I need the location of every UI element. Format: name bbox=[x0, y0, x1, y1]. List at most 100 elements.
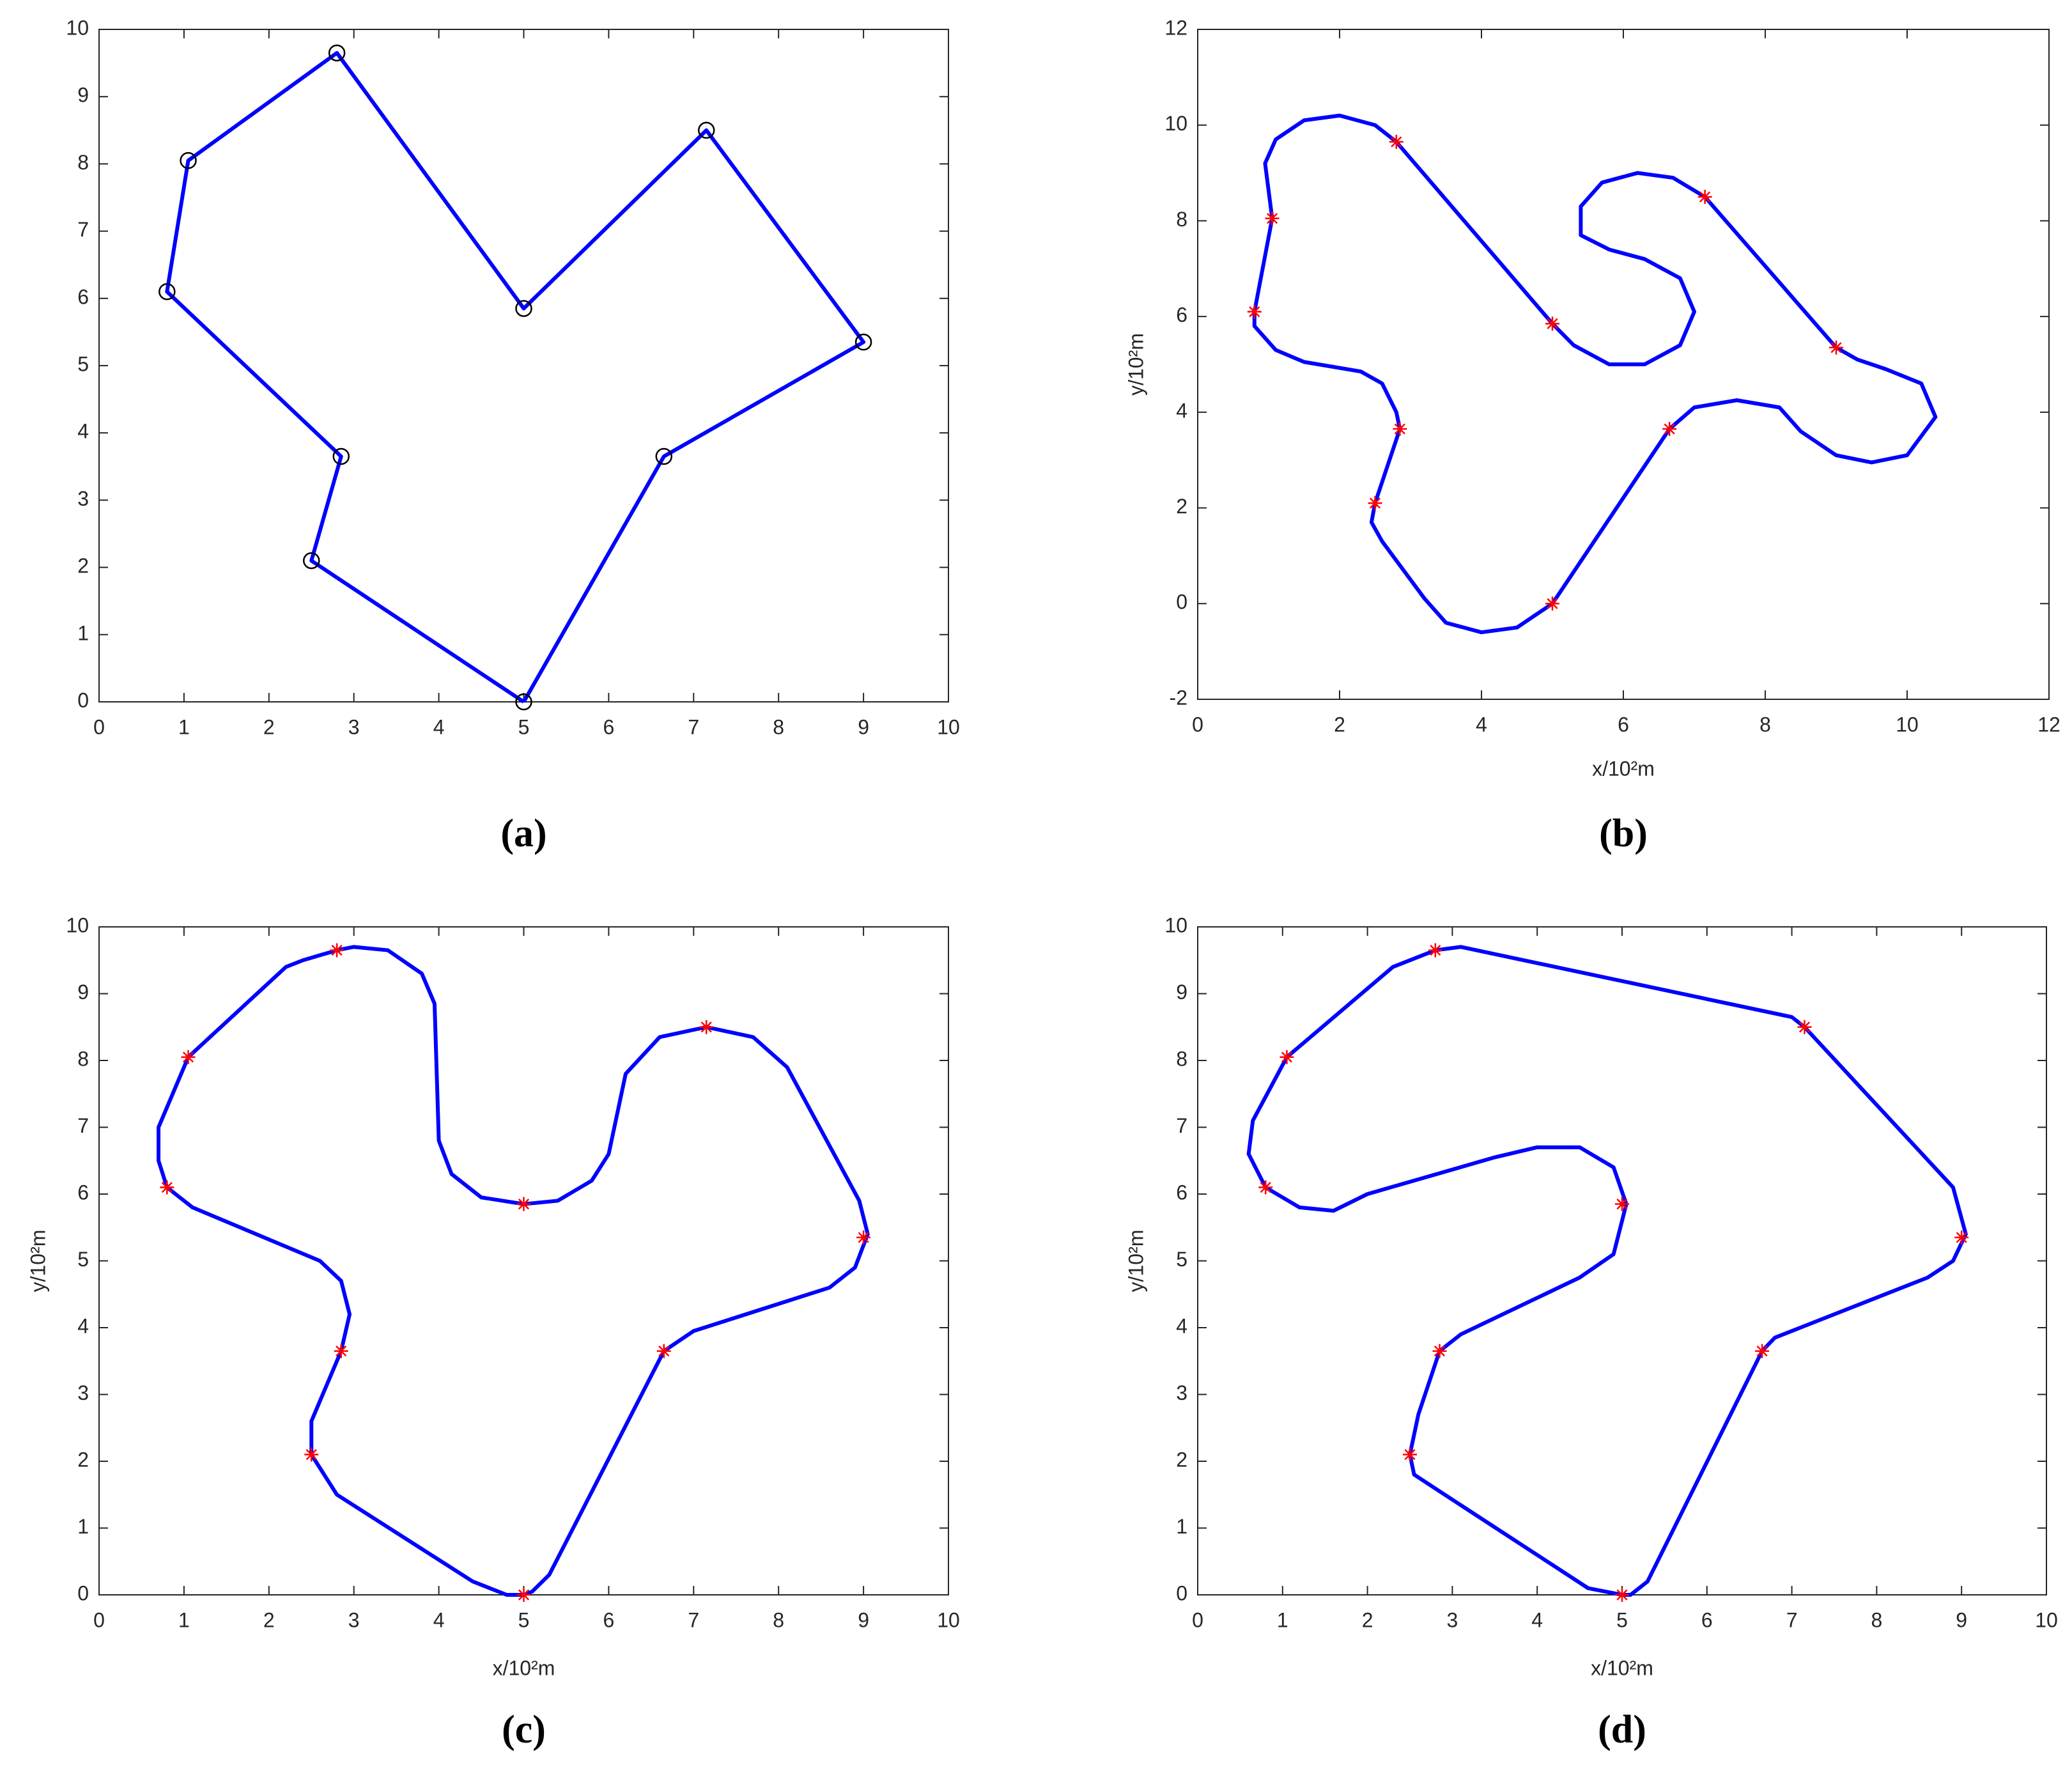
x-tick-label: 0 bbox=[1192, 1608, 1203, 1631]
x-tick-label: 1 bbox=[178, 715, 190, 738]
x-tick-label: 8 bbox=[1759, 713, 1771, 736]
waypoint bbox=[856, 1230, 871, 1245]
waypoint bbox=[1545, 316, 1559, 331]
y-tick-label: 7 bbox=[77, 1114, 89, 1137]
waypoint bbox=[1428, 943, 1442, 958]
x-tick-label: 7 bbox=[1786, 1608, 1798, 1631]
waypoint bbox=[516, 1588, 531, 1602]
y-tick-label: 4 bbox=[1176, 1314, 1187, 1337]
y-axis-label: y/10²m bbox=[26, 1230, 49, 1293]
path-line bbox=[1252, 113, 1938, 635]
y-tick-label: 3 bbox=[1176, 1381, 1187, 1404]
y-tick-label: 4 bbox=[1176, 399, 1187, 422]
waypoint bbox=[1258, 1180, 1273, 1195]
x-tick-label: 7 bbox=[688, 715, 699, 738]
y-tick-label: 8 bbox=[77, 151, 89, 174]
waypoint bbox=[328, 44, 346, 62]
x-tick-label: 1 bbox=[178, 1608, 190, 1631]
waypoint bbox=[1368, 496, 1382, 511]
waypoint bbox=[304, 1447, 319, 1462]
x-tick-label: 4 bbox=[433, 1608, 445, 1631]
x-tick-label: 3 bbox=[348, 715, 360, 738]
y-tick-label: 5 bbox=[1176, 1248, 1187, 1271]
x-tick-label: 10 bbox=[2035, 1608, 2058, 1631]
waypoint bbox=[515, 693, 532, 711]
y-tick-label: 9 bbox=[77, 84, 89, 107]
axes: 0 1 2 3 4 5 6 7 8 9 10 0 1 2 3 4 5 6 7 8 9 10 (a) bbox=[66, 16, 959, 855]
y-tick-label: 8 bbox=[77, 1047, 89, 1070]
y-tick-label: 1 bbox=[1176, 1515, 1187, 1538]
waypoint bbox=[1280, 1050, 1294, 1064]
y-tick-label: 1 bbox=[77, 621, 89, 644]
y-tick-label: 9 bbox=[77, 981, 89, 1004]
waypoint bbox=[1697, 190, 1712, 204]
axes: 0 1 2 3 4 5 6 7 8 9 10 0 1 2 3 4 5 6 7 8 9 10 x/10²m y/10²m (c) bbox=[26, 913, 959, 1751]
y-tick-label: 3 bbox=[77, 1381, 89, 1404]
waypoint bbox=[330, 943, 344, 958]
axes-box bbox=[98, 29, 949, 703]
x-tick-label: 6 bbox=[1618, 713, 1629, 736]
y-tick-label: 3 bbox=[77, 487, 89, 510]
y-tick-label: 1 bbox=[77, 1515, 89, 1538]
x-tick-label: 2 bbox=[263, 1608, 275, 1631]
y-tick-label: 2 bbox=[77, 554, 89, 577]
y-tick-label: 12 bbox=[1164, 16, 1187, 39]
waypoint bbox=[1662, 422, 1677, 437]
waypoint bbox=[655, 447, 673, 465]
x-tick-label: 9 bbox=[858, 715, 869, 738]
waypoint bbox=[1389, 134, 1403, 149]
waypoint bbox=[1265, 211, 1280, 226]
y-tick-label: 10 bbox=[66, 16, 89, 39]
y-tick-label: 0 bbox=[1176, 591, 1187, 614]
y-tick-label: 5 bbox=[77, 352, 89, 375]
waypoint bbox=[1247, 304, 1262, 319]
y-tick-label: 7 bbox=[77, 218, 89, 241]
x-tick-label: 6 bbox=[603, 715, 615, 738]
y-tick-label: 6 bbox=[77, 285, 89, 308]
x-tick-label: 0 bbox=[93, 715, 105, 738]
x-tick-label: 4 bbox=[1531, 1608, 1543, 1631]
x-tick-label: 10 bbox=[937, 715, 960, 738]
x-tick-label: 12 bbox=[2037, 713, 2060, 736]
waypoint bbox=[1393, 422, 1407, 437]
waypoint bbox=[334, 1344, 348, 1358]
x-tick-label: 9 bbox=[858, 1608, 869, 1631]
caption: (c) bbox=[502, 1708, 546, 1751]
x-tick-label: 1 bbox=[1277, 1608, 1288, 1631]
y-axis-label: y/10²m bbox=[1124, 1230, 1147, 1293]
waypoint bbox=[1829, 340, 1843, 355]
waypoint bbox=[656, 1344, 671, 1358]
x-tick-label: 10 bbox=[1896, 713, 1919, 736]
y-tick-label: 10 bbox=[1164, 112, 1187, 135]
x-tick-label: 4 bbox=[433, 715, 445, 738]
waypoint bbox=[516, 1197, 531, 1211]
y-axis-label: y/10²m bbox=[1124, 333, 1147, 396]
y-tick-label: 6 bbox=[1176, 1181, 1187, 1204]
y-tick-label: 6 bbox=[77, 1181, 89, 1204]
x-tick-label: 8 bbox=[1871, 1608, 1883, 1631]
waypoint bbox=[1797, 1020, 1812, 1034]
waypoint bbox=[160, 1180, 174, 1195]
x-tick-label: 0 bbox=[93, 1608, 105, 1631]
caption: (d) bbox=[1598, 1708, 1646, 1751]
waypoint bbox=[181, 1050, 196, 1064]
x-axis-label: x/10²m bbox=[1592, 757, 1655, 780]
axes-box bbox=[1197, 926, 2047, 1595]
waypoint bbox=[1954, 1230, 1969, 1245]
x-tick-label: 7 bbox=[688, 1608, 699, 1631]
x-tick-label: 5 bbox=[518, 1608, 530, 1631]
x-tick-label: 5 bbox=[1616, 1608, 1628, 1631]
y-tick-label: 2 bbox=[77, 1448, 89, 1471]
y-tick-label: 4 bbox=[77, 1314, 89, 1337]
waypoint bbox=[158, 283, 176, 300]
y-tick-label: 2 bbox=[1176, 1448, 1187, 1471]
waypoint bbox=[1615, 1197, 1629, 1211]
y-tick-label: 8 bbox=[1176, 1047, 1187, 1070]
x-tick-label: 2 bbox=[1334, 713, 1345, 736]
waypoint bbox=[180, 151, 197, 169]
axes-box bbox=[98, 926, 949, 1595]
y-tick-label: -2 bbox=[1170, 686, 1187, 709]
y-tick-label: 2 bbox=[1176, 495, 1187, 518]
x-tick-label: 5 bbox=[518, 715, 530, 738]
